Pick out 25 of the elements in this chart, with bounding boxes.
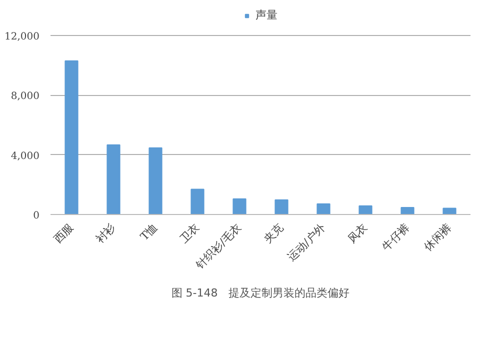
x-tick-label: 牛仔裤 <box>380 220 412 254</box>
x-tick-label: 卫衣 <box>177 220 202 246</box>
bar <box>148 147 162 214</box>
bar <box>274 199 288 214</box>
bar <box>190 188 204 214</box>
x-tick-label: 运动/户外 <box>285 220 328 264</box>
x-tick-label: 衬衫 <box>93 220 118 246</box>
bar <box>442 208 456 214</box>
x-tick-label: 西服 <box>51 220 76 246</box>
y-tick-label: 8,000 <box>10 91 40 102</box>
y-tick-label: 4,000 <box>10 150 40 162</box>
x-tick-label: 夹克 <box>261 220 286 246</box>
bar <box>400 206 414 214</box>
x-tick-label: 风衣 <box>345 220 370 246</box>
x-tick-label: T恤 <box>138 220 160 244</box>
y-tick-label: 0 <box>33 210 40 222</box>
bar <box>358 205 372 214</box>
x-tick-label: 休闲裤 <box>422 220 454 254</box>
bar <box>316 203 330 214</box>
y-tick-label: 12,000 <box>4 32 40 43</box>
bar <box>64 60 78 214</box>
bar <box>232 198 246 214</box>
bar <box>106 144 120 214</box>
caption: 图 5-148 提及定制男装的品类偏好 <box>171 286 350 300</box>
legend-label: 声量 <box>256 8 278 22</box>
